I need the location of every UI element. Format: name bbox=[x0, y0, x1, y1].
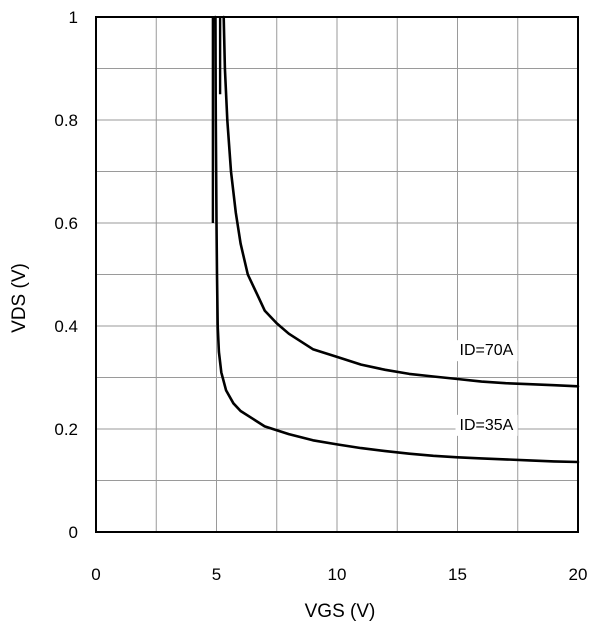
y-axis-label: VDS (V) bbox=[9, 263, 30, 333]
annotation-backing bbox=[455, 414, 518, 436]
series-annotations: ID=70A ID=35A bbox=[455, 340, 518, 436]
plot-frame bbox=[95, 16, 579, 533]
x-tick-label: 10 bbox=[328, 565, 347, 584]
y-tick-label: 0.2 bbox=[54, 420, 78, 439]
grid-lines bbox=[96, 17, 578, 532]
x-axis-label: VGS (V) bbox=[305, 601, 376, 622]
x-tick-label: 0 bbox=[91, 565, 100, 584]
annotation-backing bbox=[455, 340, 518, 362]
y-tick-label: 0.8 bbox=[54, 111, 78, 130]
series-line-id-70a bbox=[222, 15, 580, 388]
y-tick-label: 0.4 bbox=[54, 317, 78, 336]
x-tick-labels: 0 5 10 15 20 bbox=[91, 565, 587, 584]
x-tick-label: 15 bbox=[448, 565, 467, 584]
x-tick-label: 20 bbox=[569, 565, 588, 584]
y-tick-label: 1 bbox=[69, 8, 78, 27]
y-tick-label: 0.6 bbox=[54, 214, 78, 233]
annotation-id-35a: ID=35A bbox=[455, 414, 518, 436]
annotation-label: ID=70A bbox=[460, 342, 514, 359]
annotation-id-70a: ID=70A bbox=[455, 340, 518, 362]
y-tick-label: 0 bbox=[69, 523, 78, 542]
series-group bbox=[211, 15, 580, 464]
annotation-label: ID=35A bbox=[460, 417, 514, 434]
x-tick-label: 5 bbox=[212, 565, 221, 584]
y-tick-labels: 0 0.2 0.4 0.6 0.8 1 bbox=[54, 8, 78, 542]
series-line-id-35a bbox=[214, 15, 580, 464]
